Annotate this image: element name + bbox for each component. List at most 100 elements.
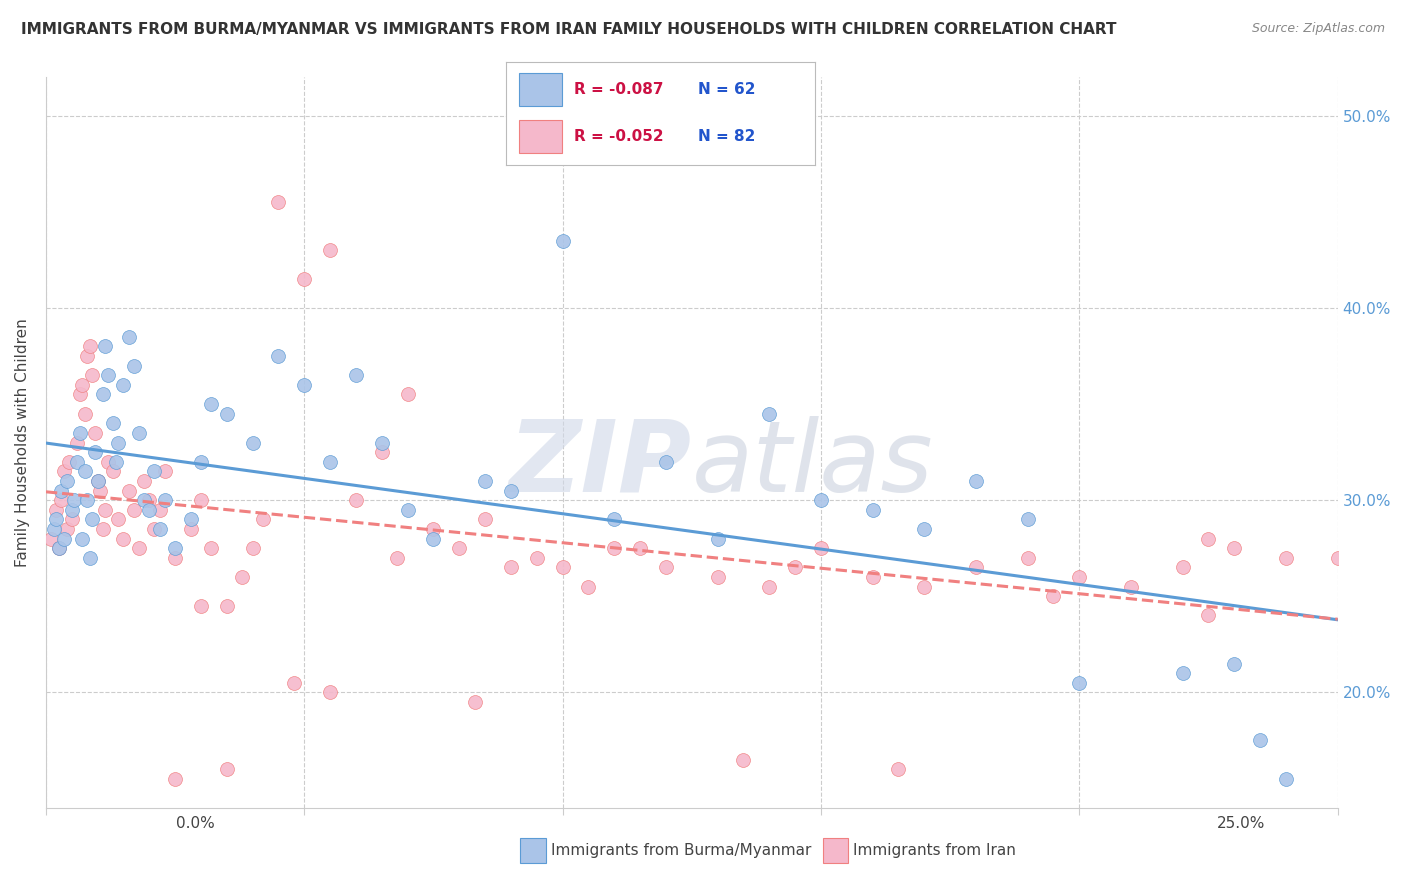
Point bbox=[862, 503, 884, 517]
Point bbox=[785, 560, 807, 574]
Point bbox=[122, 503, 145, 517]
Point bbox=[200, 541, 222, 556]
Point bbox=[91, 522, 114, 536]
Point bbox=[344, 368, 367, 383]
Point bbox=[153, 493, 176, 508]
Point bbox=[215, 599, 238, 613]
Point bbox=[912, 522, 935, 536]
Point bbox=[449, 541, 471, 556]
Point bbox=[344, 493, 367, 508]
Point bbox=[733, 753, 755, 767]
Point bbox=[655, 455, 678, 469]
Text: atlas: atlas bbox=[692, 416, 934, 513]
Point bbox=[706, 532, 728, 546]
Bar bbox=[519, 73, 562, 105]
Point bbox=[82, 368, 104, 383]
Point bbox=[82, 512, 104, 526]
Text: Immigrants from Burma/Myanmar: Immigrants from Burma/Myanmar bbox=[551, 844, 811, 858]
Point bbox=[70, 532, 93, 546]
Point bbox=[58, 455, 80, 469]
Point bbox=[1223, 657, 1246, 671]
Point bbox=[128, 541, 150, 556]
Point bbox=[758, 580, 780, 594]
Point bbox=[84, 425, 107, 440]
Point bbox=[292, 272, 315, 286]
Text: ZIP: ZIP bbox=[509, 416, 692, 513]
Point bbox=[153, 464, 176, 478]
Point bbox=[73, 407, 96, 421]
Point bbox=[165, 772, 187, 786]
Point bbox=[94, 339, 117, 353]
Y-axis label: Family Households with Children: Family Households with Children bbox=[15, 318, 30, 567]
Point bbox=[112, 532, 135, 546]
Point bbox=[112, 377, 135, 392]
Point bbox=[128, 425, 150, 440]
Point bbox=[104, 455, 127, 469]
Point bbox=[101, 417, 124, 431]
Point bbox=[76, 349, 98, 363]
Point bbox=[387, 550, 409, 565]
Point bbox=[1223, 541, 1246, 556]
Point bbox=[267, 195, 290, 210]
Point bbox=[252, 512, 274, 526]
Point bbox=[1275, 550, 1298, 565]
Point bbox=[474, 474, 496, 488]
Point bbox=[84, 445, 107, 459]
Point bbox=[396, 503, 419, 517]
Point bbox=[422, 522, 444, 536]
Point bbox=[39, 532, 62, 546]
Text: N = 62: N = 62 bbox=[697, 81, 755, 96]
Point bbox=[371, 445, 394, 459]
Point bbox=[190, 599, 212, 613]
Point bbox=[758, 407, 780, 421]
Point bbox=[603, 541, 626, 556]
Point bbox=[499, 560, 522, 574]
Point bbox=[603, 512, 626, 526]
Point bbox=[1198, 608, 1220, 623]
Point bbox=[965, 474, 987, 488]
Point bbox=[1119, 580, 1142, 594]
Point bbox=[97, 455, 120, 469]
Point bbox=[551, 234, 574, 248]
Point bbox=[706, 570, 728, 584]
Point bbox=[1249, 733, 1271, 747]
Point bbox=[422, 532, 444, 546]
Point bbox=[45, 503, 67, 517]
Point bbox=[180, 512, 202, 526]
Point bbox=[122, 359, 145, 373]
Point bbox=[283, 675, 305, 690]
Point bbox=[1171, 666, 1194, 681]
Text: N = 82: N = 82 bbox=[697, 128, 755, 144]
Point bbox=[149, 503, 172, 517]
Point bbox=[1275, 772, 1298, 786]
Point bbox=[42, 522, 65, 536]
Point bbox=[1326, 550, 1348, 565]
Point bbox=[474, 512, 496, 526]
Point bbox=[86, 474, 108, 488]
Text: IMMIGRANTS FROM BURMA/MYANMAR VS IMMIGRANTS FROM IRAN FAMILY HOUSEHOLDS WITH CHI: IMMIGRANTS FROM BURMA/MYANMAR VS IMMIGRA… bbox=[21, 22, 1116, 37]
Point bbox=[149, 522, 172, 536]
Point bbox=[138, 493, 160, 508]
Point bbox=[242, 541, 264, 556]
Point bbox=[60, 512, 83, 526]
Point bbox=[200, 397, 222, 411]
Point bbox=[319, 685, 342, 699]
Point bbox=[63, 493, 86, 508]
Point bbox=[55, 474, 77, 488]
Point bbox=[1017, 512, 1039, 526]
Bar bbox=[519, 120, 562, 153]
Point bbox=[319, 244, 342, 258]
Point bbox=[655, 560, 678, 574]
Point bbox=[143, 464, 166, 478]
Point bbox=[107, 512, 129, 526]
Point bbox=[1198, 532, 1220, 546]
Point bbox=[45, 512, 67, 526]
Point bbox=[94, 503, 117, 517]
Point bbox=[371, 435, 394, 450]
Point bbox=[628, 541, 651, 556]
Point bbox=[526, 550, 548, 565]
Point bbox=[107, 435, 129, 450]
Point bbox=[66, 435, 89, 450]
Point bbox=[117, 330, 139, 344]
Point bbox=[242, 435, 264, 450]
